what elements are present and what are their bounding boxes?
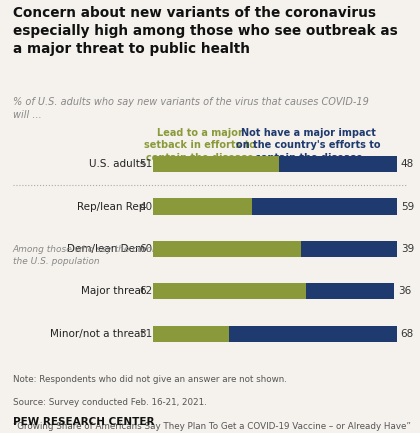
Text: Lead to a major
setback in efforts to
contain the disease: Lead to a major setback in efforts to co… [144, 128, 255, 162]
Text: Not have a major impact
on the country's efforts to
contain the disease: Not have a major impact on the country's… [236, 128, 381, 162]
Text: 60: 60 [139, 244, 152, 254]
Text: % of U.S. adults who say new variants of the virus that causes COVID-19
will ...: % of U.S. adults who say new variants of… [13, 97, 368, 120]
Text: Dem/lean Dem: Dem/lean Dem [67, 244, 145, 254]
Text: Note: Respondents who did not give an answer are not shown.: Note: Respondents who did not give an an… [13, 375, 286, 384]
Bar [153, 241, 301, 257]
Bar [301, 241, 396, 257]
Text: “Growing Share of Americans Say They Plan To Get a COVID-19 Vaccine – or Already: “Growing Share of Americans Say They Pla… [13, 422, 410, 431]
Bar [153, 198, 252, 215]
Text: Concern about new variants of the coronavirus
especially high among those who se: Concern about new variants of the corona… [13, 6, 397, 56]
Bar [252, 198, 396, 215]
Text: Major threat: Major threat [81, 286, 145, 297]
Text: 68: 68 [401, 329, 414, 339]
Bar [153, 326, 229, 342]
Text: 36: 36 [398, 286, 412, 297]
Text: 31: 31 [139, 329, 152, 339]
Text: U.S. adults: U.S. adults [89, 159, 145, 169]
Text: 62: 62 [139, 286, 152, 297]
Bar [153, 283, 306, 300]
Text: 40: 40 [139, 201, 152, 212]
Bar [278, 156, 396, 172]
Text: Rep/lean Rep: Rep/lean Rep [76, 201, 145, 212]
Text: 59: 59 [401, 201, 414, 212]
Text: 48: 48 [401, 159, 414, 169]
Text: Source: Survey conducted Feb. 16-21, 2021.: Source: Survey conducted Feb. 16-21, 202… [13, 398, 206, 407]
Bar [306, 283, 394, 300]
Text: 51: 51 [139, 159, 152, 169]
Text: PEW RESEARCH CENTER: PEW RESEARCH CENTER [13, 417, 154, 427]
Text: Among those who say the coronavirus outbreak is a ___ to health of
the U.S. popu: Among those who say the coronavirus outb… [13, 246, 319, 266]
Bar [229, 326, 396, 342]
Text: 39: 39 [401, 244, 414, 254]
Bar [153, 156, 278, 172]
Text: Minor/not a threat: Minor/not a threat [50, 329, 145, 339]
